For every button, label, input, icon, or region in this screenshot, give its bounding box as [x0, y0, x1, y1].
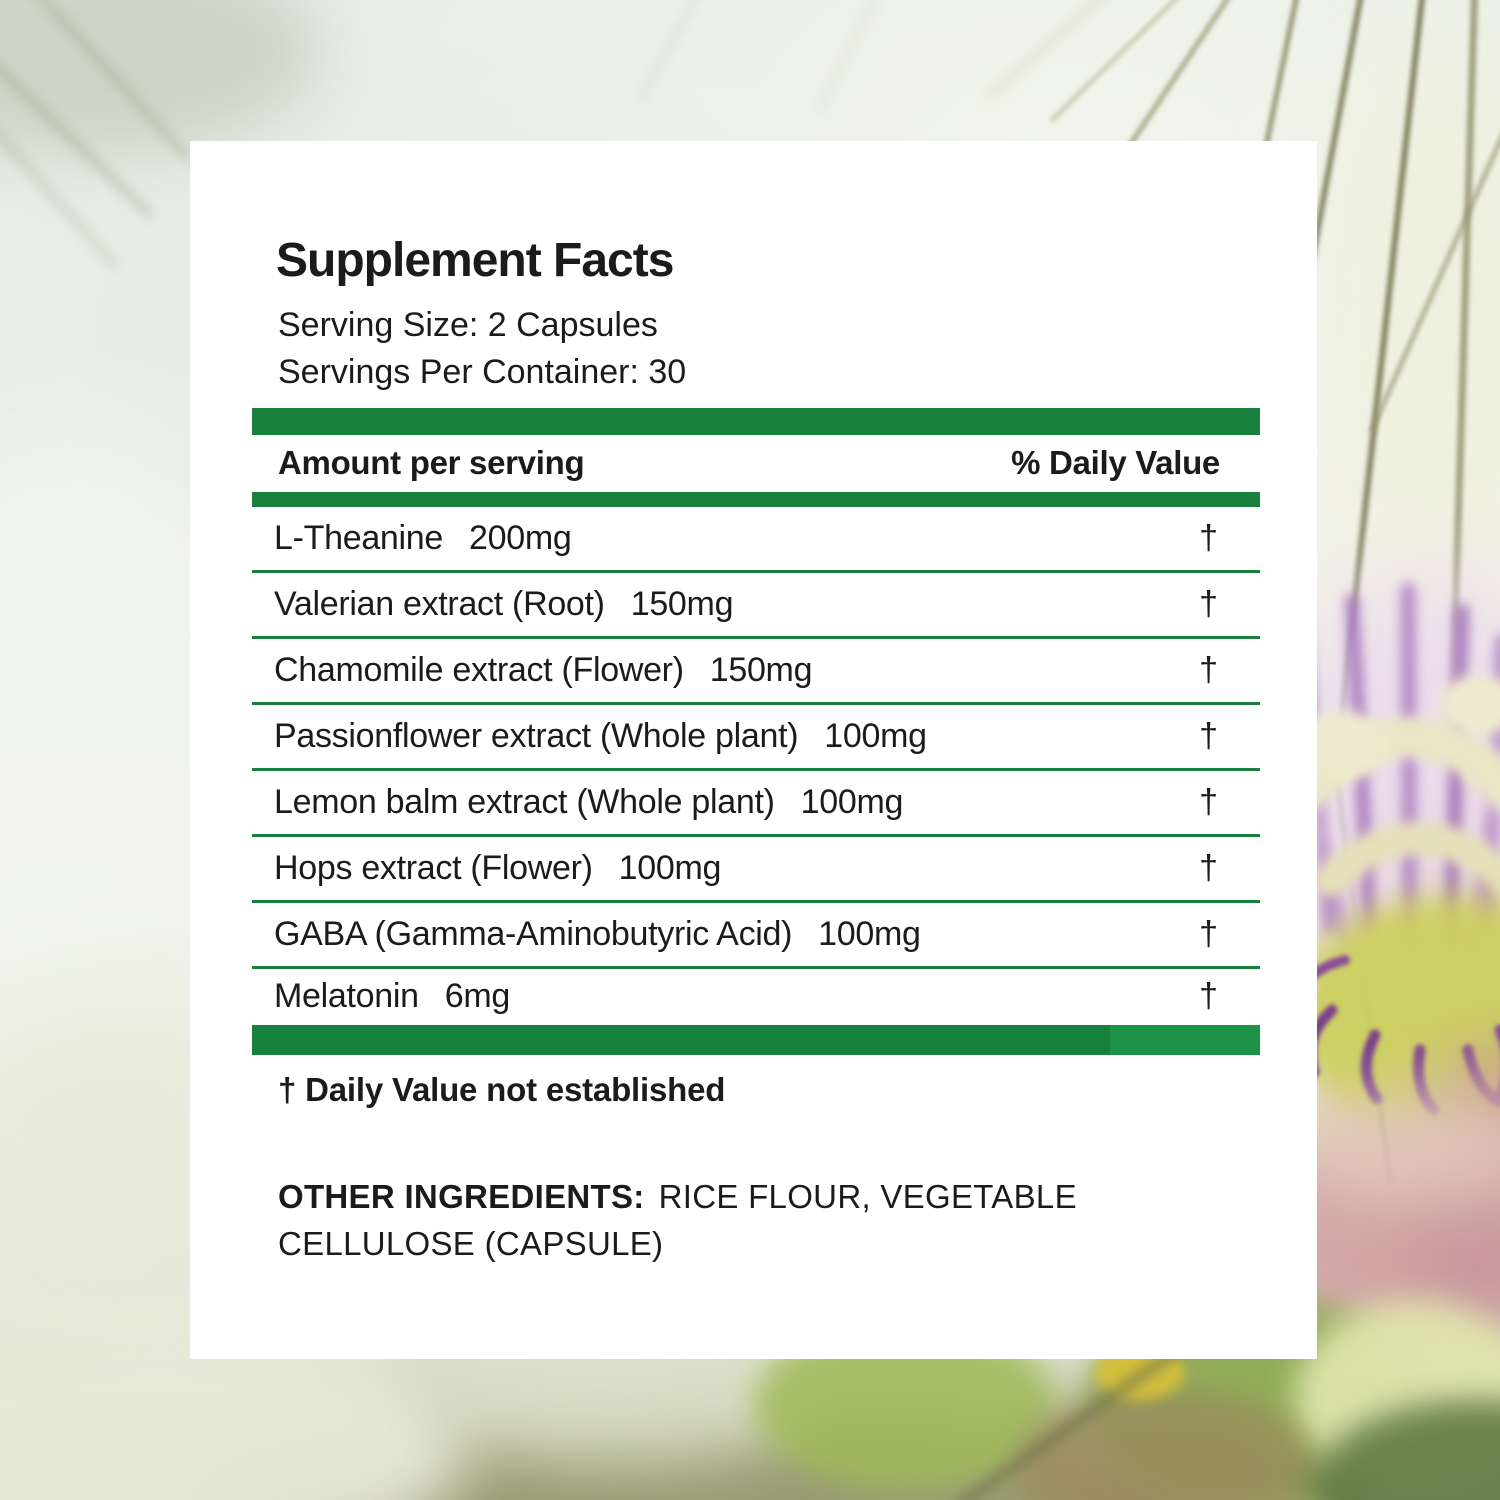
ingredient-name: Valerian extract (Root) [274, 584, 605, 623]
ingredient-amount: 100mg [818, 914, 921, 953]
daily-value-dagger: † [1199, 782, 1218, 821]
ingredient-name: Hops extract (Flower) [274, 848, 593, 887]
table-header-row: Amount per serving % Daily Value [252, 435, 1260, 492]
supplement-facts-title: Supplement Facts [276, 234, 674, 287]
daily-value-dagger: † [1199, 914, 1218, 953]
servings-per-container: Servings Per Container: 30 [278, 352, 687, 391]
ingredient-name: Chamomile extract (Flower) [274, 650, 684, 689]
green-divider-bottom [252, 1024, 1260, 1055]
table-row: Lemon balm extract (Whole plant) 100mg † [252, 771, 1260, 837]
supplement-facts-panel: Supplement Facts Serving Size: 2 Capsule… [190, 141, 1317, 1359]
ingredient-amount: 200mg [469, 518, 572, 557]
table-row: Melatonin 6mg † [252, 969, 1260, 1025]
daily-value-dagger: † [1199, 584, 1218, 623]
ingredient-name: Lemon balm extract (Whole plant) [274, 782, 775, 821]
table-row: Passionflower extract (Whole plant) 100mg… [252, 705, 1260, 771]
ingredient-name: GABA (Gamma-Aminobutyric Acid) [274, 914, 793, 953]
other-ingredients: OTHER INGREDIENTS: RICE FLOUR, VEGETABLE … [278, 1173, 1178, 1269]
amount-per-serving-header: Amount per serving [278, 444, 585, 482]
daily-value-dagger: † [1199, 977, 1218, 1016]
ingredient-name: Passionflower extract (Whole plant) [274, 716, 799, 755]
ingredient-amount: 150mg [630, 584, 734, 623]
table-row: L-Theanine 200mg † [252, 507, 1260, 573]
other-ingredients-value: RICE FLOUR, VEGETABLE CELLULOSE (CAPSULE… [278, 1177, 1077, 1263]
daily-value-dagger: † [1199, 650, 1218, 689]
daily-value-dagger: † [1199, 848, 1218, 887]
ingredient-amount: 100mg [618, 848, 722, 887]
daily-value-dagger: † [1199, 716, 1218, 755]
table-row: Chamomile extract (Flower) 150mg † [252, 639, 1260, 705]
ingredient-amount: 100mg [824, 716, 927, 755]
ingredients-table: L-Theanine 200mg † Valerian extract (Root… [252, 507, 1260, 1025]
table-row: Valerian extract (Root) 150mg † [252, 573, 1260, 639]
table-row: Hops extract (Flower) 100mg † [252, 837, 1260, 903]
other-ingredients-label: OTHER INGREDIENTS: [278, 1177, 645, 1215]
serving-size: Serving Size: 2 Capsules [278, 305, 658, 344]
ingredient-name: L-Theanine [274, 518, 444, 557]
passionflower-illustration [1235, 580, 1500, 1360]
table-row: GABA (Gamma-Aminobutyric Acid) 100mg † [252, 903, 1260, 969]
daily-value-dagger: † [1199, 518, 1218, 557]
green-divider-header [252, 491, 1260, 507]
ingredient-amount: 150mg [709, 650, 813, 689]
ingredient-amount: 100mg [800, 782, 904, 821]
daily-value-header: % Daily Value [1011, 444, 1220, 482]
green-divider-top [252, 407, 1260, 435]
green-divider-bottom-light-segment [1110, 1024, 1260, 1055]
ingredient-amount: 6mg [444, 977, 511, 1016]
ingredient-name: Melatonin [274, 977, 419, 1016]
daily-value-footnote: † Daily Value not established [278, 1070, 726, 1108]
